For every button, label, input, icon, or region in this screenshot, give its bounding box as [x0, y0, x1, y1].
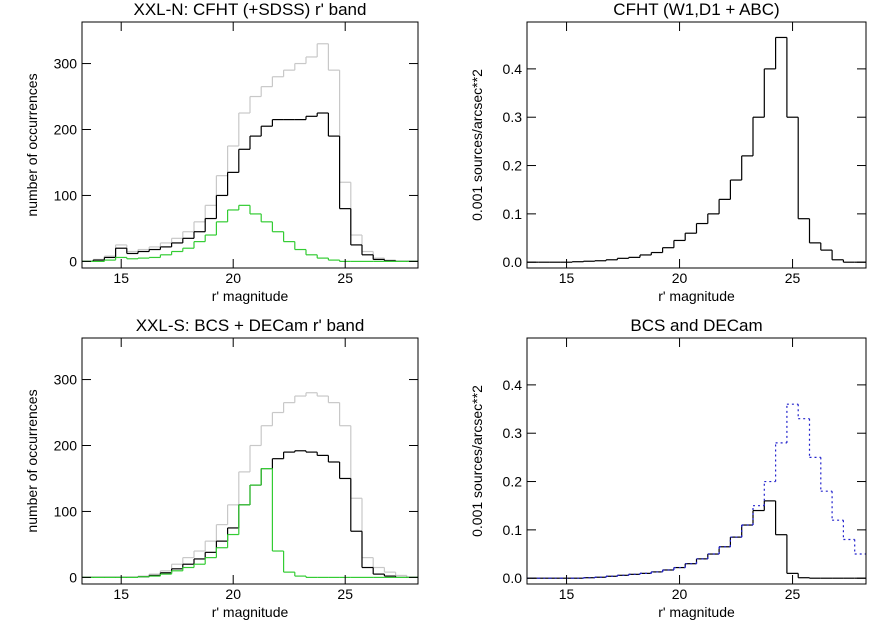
y-tick-label: 0.1 — [503, 206, 523, 222]
series — [527, 500, 866, 579]
y-tick-label: 300 — [54, 372, 78, 388]
chart-title: CFHT (W1,D1 + ABC) — [613, 0, 779, 19]
plot-frame — [81, 337, 419, 585]
x-tick-label: 25 — [785, 586, 801, 602]
x-axis-label: r' magnitude — [212, 604, 289, 620]
x-axis-label: r' magnitude — [658, 604, 735, 620]
y-axis-label: 0.001 sources/arcsec**2 — [469, 385, 485, 537]
x-tick-label: 15 — [113, 270, 129, 286]
series — [82, 112, 418, 263]
y-tick-label: 200 — [54, 122, 78, 138]
plot-frame — [81, 21, 419, 269]
y-tick-label: 0.3 — [503, 109, 523, 125]
x-tick-label: 20 — [672, 586, 688, 602]
x-tick-label: 20 — [672, 270, 688, 286]
x-tick-label: 25 — [337, 270, 353, 286]
chart-title: BCS and DECam — [630, 316, 762, 335]
y-axis-label: number of occurrences — [24, 389, 40, 532]
x-tick-label: 15 — [559, 270, 575, 286]
chart-title: XXL-S: BCS + DECam r' band — [136, 316, 365, 335]
y-tick-label: 0.3 — [503, 425, 523, 441]
x-tick-label: 15 — [559, 586, 575, 602]
series — [82, 467, 418, 579]
y-tick-label: 0.0 — [503, 570, 523, 586]
y-tick-label: 0 — [69, 253, 77, 269]
y-tick-label: 0.1 — [503, 522, 523, 538]
x-axis-label: r' magnitude — [658, 288, 735, 304]
x-tick-label: 20 — [225, 270, 241, 286]
y-axis-label: 0.001 sources/arcsec**2 — [469, 69, 485, 221]
x-axis-label: r' magnitude — [212, 288, 289, 304]
y-tick-label: 200 — [54, 438, 78, 454]
series — [527, 36, 866, 263]
plot-frame — [526, 21, 867, 269]
x-tick-label: 20 — [225, 586, 241, 602]
series — [82, 43, 418, 263]
x-tick-label: 25 — [785, 270, 801, 286]
y-tick-label: 0.4 — [503, 61, 523, 77]
y-tick-label: 0.2 — [503, 158, 523, 174]
y-axis-label: number of occurrences — [24, 73, 40, 216]
y-tick-label: 100 — [54, 187, 78, 203]
y-tick-label: 100 — [54, 503, 78, 519]
plot-frame — [526, 337, 867, 585]
x-tick-label: 15 — [113, 586, 129, 602]
y-tick-label: 300 — [54, 56, 78, 72]
y-tick-label: 0.4 — [503, 377, 523, 393]
x-tick-label: 25 — [337, 586, 353, 602]
y-tick-label: 0 — [69, 569, 77, 585]
y-tick-label: 0.0 — [503, 254, 523, 270]
chart-title: XXL-N: CFHT (+SDSS) r' band — [134, 0, 367, 19]
series — [527, 403, 866, 579]
y-tick-label: 0.2 — [503, 474, 523, 490]
series — [82, 204, 418, 263]
